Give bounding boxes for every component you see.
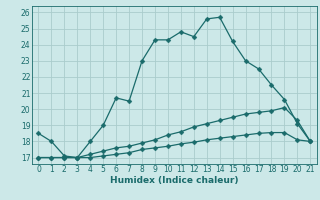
- X-axis label: Humidex (Indice chaleur): Humidex (Indice chaleur): [110, 176, 239, 185]
